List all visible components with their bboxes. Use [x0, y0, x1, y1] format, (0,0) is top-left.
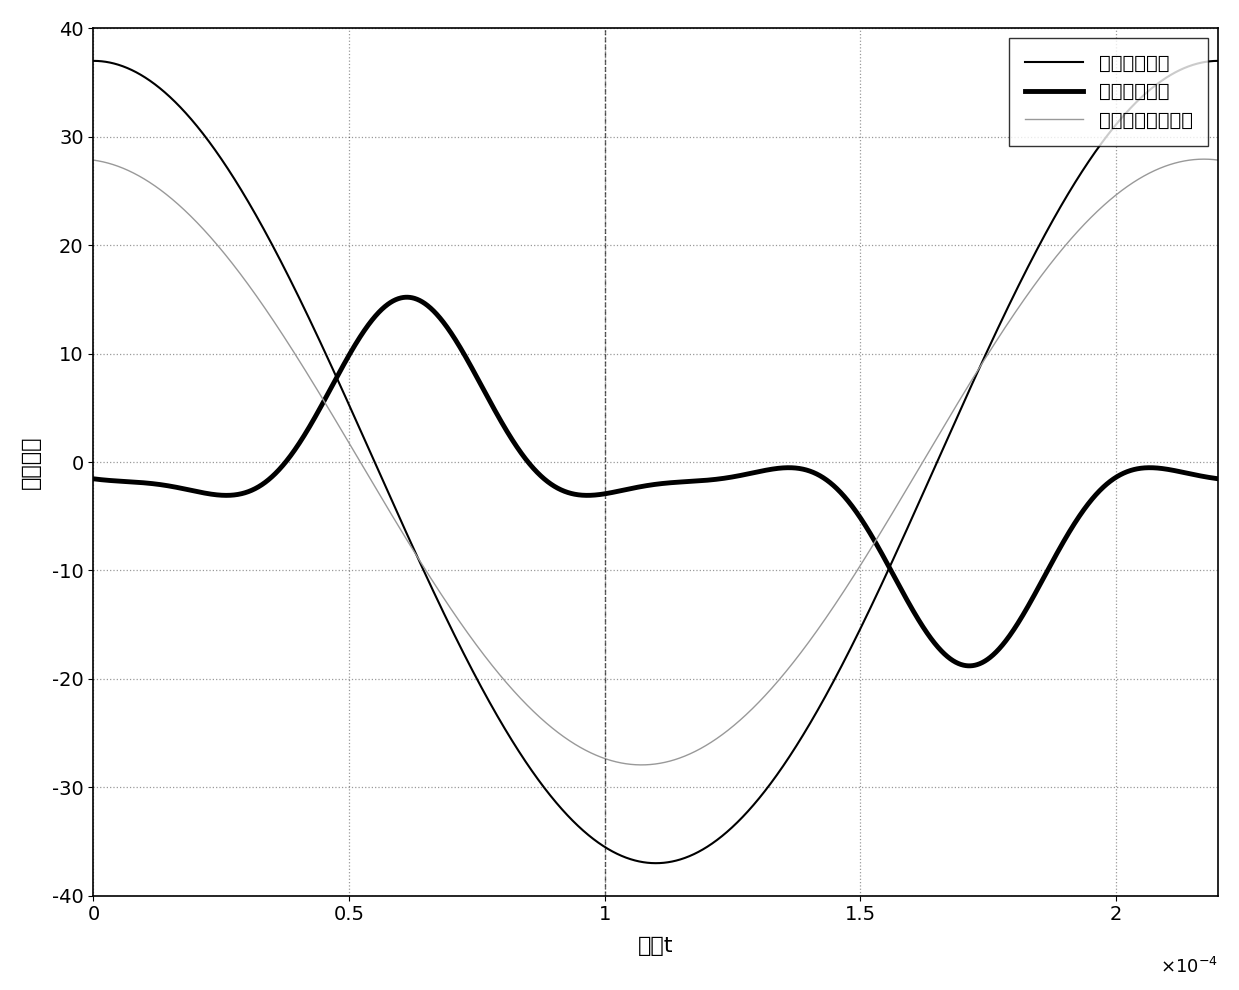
Line: 空心电感副边电压: 空心电感副边电压	[93, 159, 1218, 765]
空心电感副边电压	[566, 738, 581, 749]
空心电感副边电压	[1197, 153, 1212, 165]
空心电感副边电压	[85, 154, 100, 166]
电感原边电流	[399, 291, 414, 303]
电感原边电流	[214, 489, 229, 501]
电感原边电压	[1189, 57, 1204, 69]
电感原边电压	[214, 153, 229, 165]
Legend: 电感原边电压, 电感原边电流, 空心电感副边电压: 电感原边电压, 电感原边电流, 空心电感副边电压	[1010, 38, 1208, 146]
空心电感副边电压	[1211, 154, 1225, 166]
X-axis label: 时间t: 时间t	[638, 936, 674, 955]
电感原边电流	[85, 473, 100, 485]
空心电感副边电压	[517, 697, 532, 709]
Y-axis label: 采样波形: 采样波形	[21, 436, 41, 489]
电感原边电压	[1211, 54, 1225, 66]
空心电感副边电压	[634, 759, 649, 771]
空心电感副边电压	[281, 338, 296, 349]
电感原边电流	[1068, 516, 1083, 528]
空心电感副边电压	[1068, 228, 1083, 240]
电感原边电流	[1189, 469, 1204, 481]
电感原边电压	[281, 270, 296, 282]
空心电感副边电压	[214, 245, 229, 256]
电感原边电流	[961, 660, 976, 672]
电感原边电流	[281, 452, 296, 464]
电感原边电流	[518, 452, 533, 464]
电感原边电压	[648, 857, 663, 869]
电感原边电压	[1068, 176, 1083, 188]
空心电感副边电压	[1189, 153, 1204, 165]
电感原边电压	[517, 754, 532, 766]
电感原边电流	[566, 488, 581, 500]
Line: 电感原边电压: 电感原边电压	[93, 60, 1218, 863]
Text: $\times 10^{-4}$: $\times 10^{-4}$	[1160, 956, 1218, 976]
电感原边电流	[1211, 473, 1225, 485]
电感原边电压	[566, 816, 581, 828]
电感原边电压	[85, 54, 100, 66]
Line: 电感原边电流: 电感原边电流	[93, 297, 1218, 666]
